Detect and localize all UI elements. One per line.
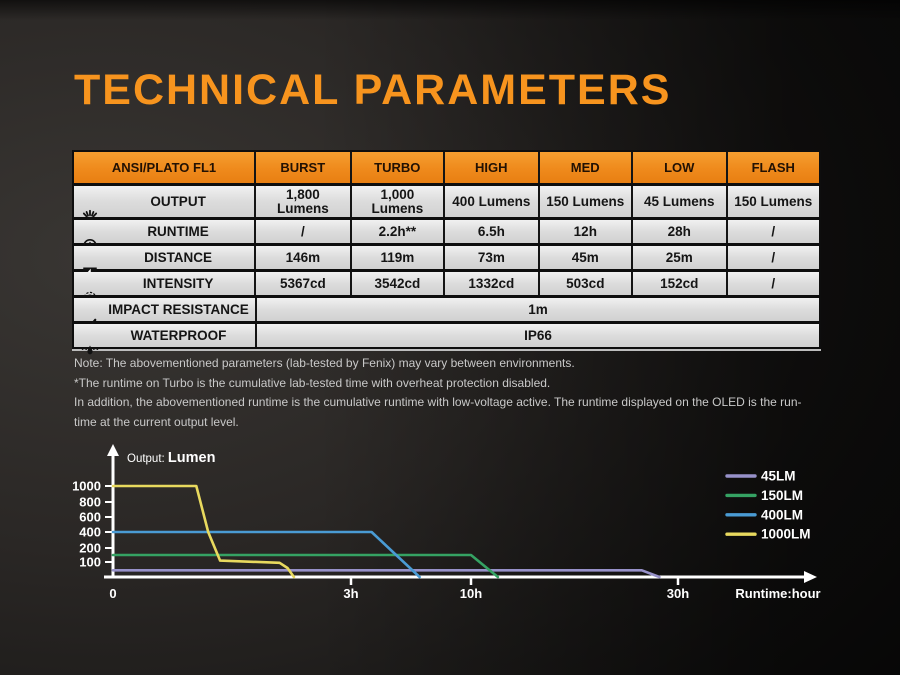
- spec-cell: 45m: [537, 246, 632, 269]
- spec-cell: 5367cd: [254, 272, 350, 295]
- y-tick-label: 200: [79, 541, 101, 556]
- series-400lm: [111, 530, 421, 579]
- footnotes: Note: The abovementioned parameters (lab…: [74, 354, 874, 432]
- spec-cell: 25m: [631, 246, 726, 269]
- header-cell: MED: [537, 152, 631, 183]
- legend-label-1000lm: 1000LM: [761, 527, 811, 542]
- y-axis-title: Output: Lumen: [127, 450, 215, 466]
- y-tick-label: 100: [79, 555, 101, 570]
- spec-cell: 1332cd: [443, 272, 538, 295]
- intensity-icon: [81, 275, 99, 304]
- header-cell: FLASH: [725, 152, 819, 183]
- footnote-line: time at the current output level.: [74, 414, 239, 429]
- table-row-runtime: RUNTIME / 2.2h** 6.5h 12h 28h /: [74, 220, 819, 253]
- table-row-intensity: INTENSITY 5367cd 3542cd 1332cd 503cd 152…: [74, 272, 819, 304]
- spec-cell: 2.2h**: [349, 220, 444, 243]
- row-label-cell: RUNTIME: [74, 220, 255, 253]
- legend-label-150lm: 150LM: [761, 488, 803, 503]
- table-row-impact-resistance: IMPACT RESISTANCE 1m: [74, 298, 819, 331]
- header-cell: HIGH: [443, 152, 538, 183]
- distance-icon: [81, 249, 99, 276]
- series-1000lm: [111, 484, 296, 579]
- row-label-cell: IMPACT RESISTANCE: [74, 298, 255, 331]
- x-tick-label: 30h: [667, 586, 689, 601]
- footnote-line: *The runtime on Turbo is the cumulative …: [74, 375, 551, 390]
- x-tick-label: 0: [109, 586, 116, 601]
- table-header-row: ANSI/PLATO FL1 BURST TURBO HIGH MED LOW …: [74, 152, 819, 183]
- row-label: DISTANCE: [144, 249, 213, 265]
- spec-cell: 1,000 Lumens: [349, 186, 444, 217]
- spec-cell: 152cd: [631, 272, 726, 295]
- row-label: WATERPROOF: [130, 327, 227, 343]
- spec-cell: /: [725, 272, 819, 295]
- table-row-output: OUTPUT 1,800 Lumens 1,000 Lumens 400 Lum…: [74, 186, 819, 221]
- row-label-cell: DISTANCE: [74, 246, 255, 276]
- spec-cell: 12h: [537, 220, 632, 243]
- x-tick-label: 3h: [343, 586, 358, 601]
- header-cell: LOW: [631, 152, 726, 183]
- header-cell: ANSI/PLATO FL1: [74, 152, 255, 183]
- x-axis-title: Runtime:hour: [735, 586, 820, 601]
- y-axis-arrow-icon: [107, 444, 119, 456]
- y-tick-label: 1000: [72, 479, 101, 494]
- table-row-waterproof: WATERPROOF IP66: [74, 324, 819, 354]
- y-tick-label: 600: [79, 510, 101, 525]
- spec-cell: 503cd: [537, 272, 632, 295]
- spec-cell: 146m: [254, 246, 350, 269]
- header-cell: BURST: [254, 152, 350, 183]
- row-label: IMPACT RESISTANCE: [108, 301, 249, 317]
- spec-cell: 28h: [631, 220, 726, 243]
- row-label-cell: WATERPROOF: [74, 324, 255, 354]
- waterproof-icon: [81, 327, 99, 354]
- footnote-line: In addition, the abovementioned runtime …: [74, 395, 802, 409]
- spec-table: ANSI/PLATO FL1 BURST TURBO HIGH MED LOW …: [72, 150, 821, 354]
- legend-label-45lm: 45LM: [761, 469, 796, 484]
- table-row-distance: DISTANCE 146m 119m 73m 45m 25m /: [74, 246, 819, 276]
- spec-cell: 73m: [443, 246, 538, 269]
- row-label-cell: OUTPUT: [74, 186, 255, 221]
- y-tick-label: 400: [79, 525, 101, 540]
- spec-cell: 1,800 Lumens: [254, 186, 350, 217]
- row-label: OUTPUT: [150, 193, 206, 209]
- page-title: TECHNICAL PARAMETERS: [74, 66, 672, 114]
- spec-cell: 45 Lumens: [631, 186, 726, 217]
- spec-cell: 119m: [349, 246, 444, 269]
- series-150lm: [111, 553, 500, 579]
- row-label-cell: INTENSITY: [74, 272, 255, 304]
- header-cell: TURBO: [349, 152, 443, 183]
- spec-cell-span: IP66: [255, 324, 819, 347]
- spec-cell-span: 1m: [255, 298, 819, 321]
- impact-resistance-icon: [81, 301, 99, 331]
- spec-cell: 3542cd: [349, 272, 444, 295]
- spec-cell: /: [725, 246, 819, 269]
- runtime-icon: [81, 223, 99, 253]
- x-axis-arrow-icon: [804, 571, 817, 583]
- x-tick-label: 10h: [460, 586, 482, 601]
- spec-cell: /: [254, 220, 350, 243]
- legend-label-400lm: 400LM: [761, 507, 803, 522]
- spec-cell: 400 Lumens: [443, 186, 538, 217]
- spec-cell: /: [725, 220, 819, 243]
- spec-cell: 150 Lumens: [537, 186, 632, 217]
- spec-cell: 6.5h: [443, 220, 538, 243]
- footnote-line: Note: The abovementioned parameters (lab…: [74, 356, 575, 370]
- row-label: RUNTIME: [147, 223, 209, 239]
- spec-cell: 150 Lumens: [725, 186, 819, 217]
- row-label: INTENSITY: [142, 275, 214, 291]
- output-icon: [81, 193, 99, 221]
- y-tick-label: 800: [79, 495, 101, 510]
